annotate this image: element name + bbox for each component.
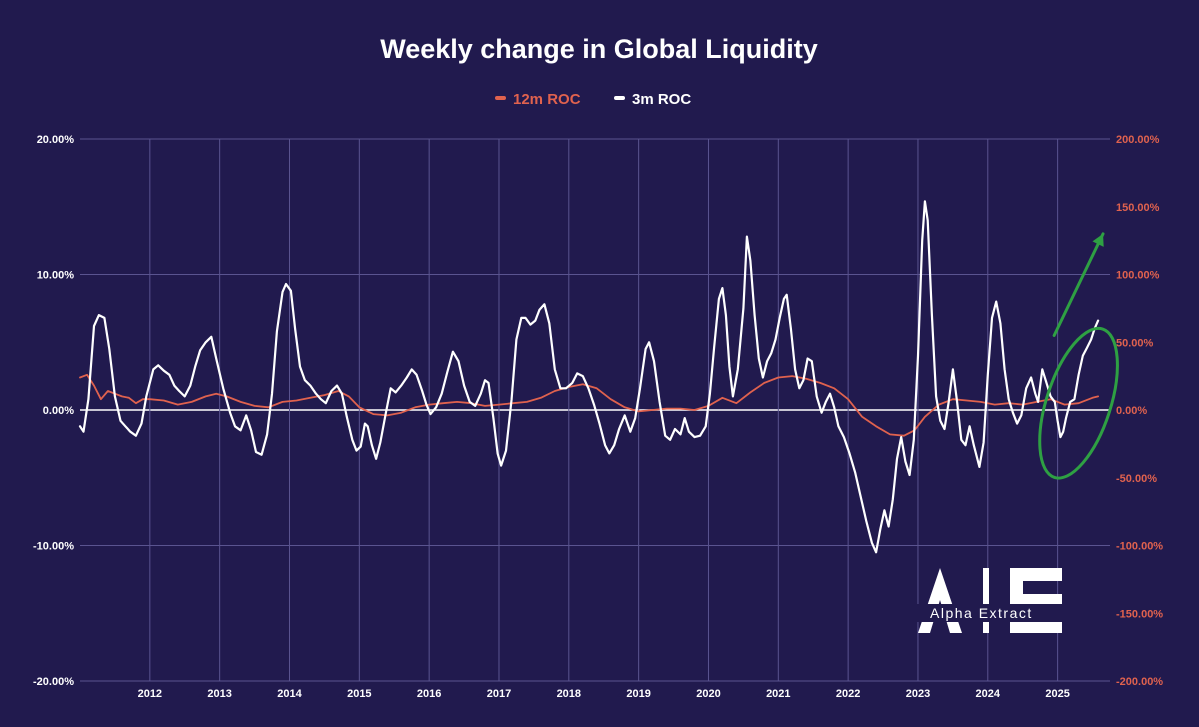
y-right-tick-label: 100.00% [1116, 270, 1160, 282]
series-line-12m-roc [79, 373, 1099, 437]
y-right-tick-label: 150.00% [1116, 202, 1160, 214]
legend-label-3m: 3m ROC [632, 91, 691, 108]
y-left-tick-label: 10.00% [37, 270, 75, 282]
annotations [1038, 232, 1119, 480]
series-line-3m-roc [78, 200, 1100, 554]
highlight-ellipse [1038, 326, 1119, 480]
x-tick-label: 2015 [347, 688, 371, 700]
x-tick-label: 2023 [906, 688, 930, 700]
x-tick-label: 2013 [207, 688, 231, 700]
logo-e-stem [1010, 568, 1023, 633]
x-tick-label: 2016 [417, 688, 441, 700]
y-left-tick-label: 20.00% [37, 134, 75, 146]
x-tick-label: 2020 [696, 688, 720, 700]
x-tick-label: 2018 [557, 688, 581, 700]
y-left-tick-label: -10.00% [33, 541, 74, 553]
legend-label-12m: 12m ROC [513, 91, 581, 108]
x-tick-label: 2019 [626, 688, 650, 700]
y-axis-right: 200.00% 150.00% 100.00% 50.00% 0.00% -50.00% -… [1116, 134, 1163, 688]
logo-divider [983, 568, 989, 633]
y-left-tick-label: -20.00% [33, 676, 74, 688]
trend-arrow-shaft [1052, 232, 1105, 337]
x-axis: 2012 2013 2014 2015 2016 2017 2018 2019 2020 2021… [138, 688, 1070, 700]
x-tick-label: 2025 [1045, 688, 1069, 700]
watermark-text: Alpha Extract [930, 605, 1033, 621]
legend-swatch-12m [495, 96, 506, 100]
x-tick-label: 2024 [976, 688, 1001, 700]
x-tick-label: 2021 [766, 688, 790, 700]
series-lines [78, 200, 1100, 554]
chart-title: Weekly change in Global Liquidity [380, 34, 818, 64]
legend-swatch-3m [614, 96, 625, 100]
watermark-logo: Alpha Extract [915, 568, 1067, 633]
y-right-tick-label: -200.00% [1116, 676, 1163, 688]
x-tick-label: 2022 [836, 688, 860, 700]
trend-arrow-head [1092, 233, 1104, 247]
x-tick-label: 2017 [487, 688, 511, 700]
x-tick-label: 2012 [138, 688, 162, 700]
y-right-tick-label: 200.00% [1116, 134, 1160, 146]
y-right-tick-label: 0.00% [1116, 405, 1147, 417]
logo-text-band [915, 604, 1067, 622]
y-right-tick-label: -50.00% [1116, 473, 1157, 485]
x-tick-label: 2014 [277, 688, 302, 700]
y-right-tick-label: -100.00% [1116, 541, 1163, 553]
y-right-tick-label: -150.00% [1116, 608, 1163, 620]
logo-letter-a [918, 568, 962, 633]
y-left-tick-label: 0.00% [43, 405, 74, 417]
y-right-tick-label: 50.00% [1116, 337, 1154, 349]
y-axis-left: 20.00% 10.00% 0.00% -10.00% -20.00% [33, 134, 74, 688]
legend: 12m ROC 3m ROC [495, 91, 691, 108]
